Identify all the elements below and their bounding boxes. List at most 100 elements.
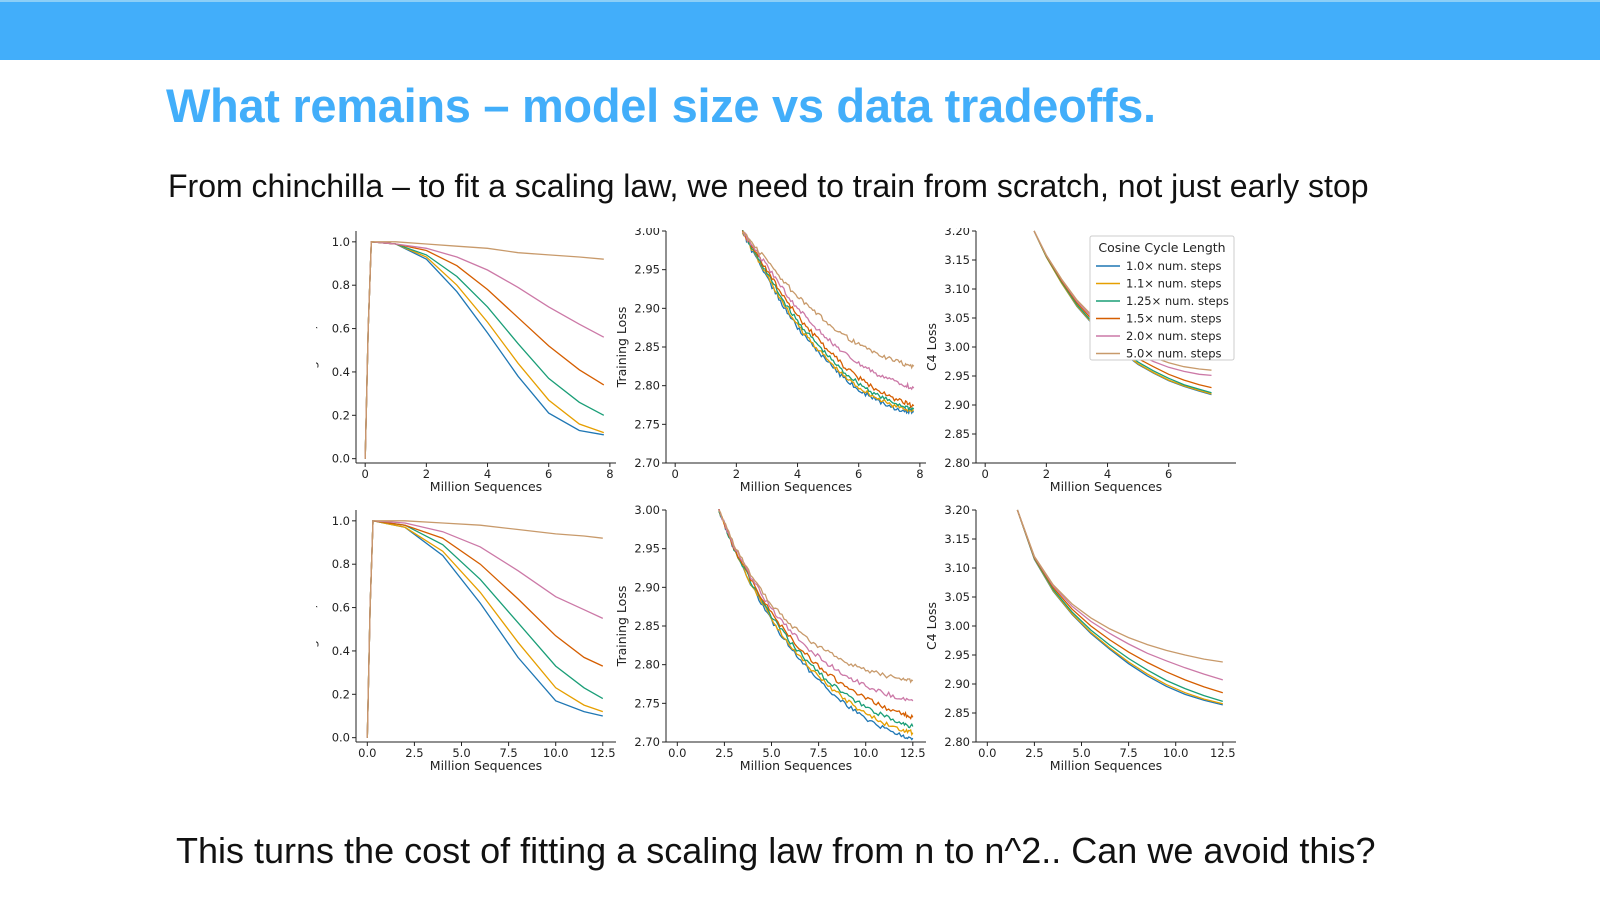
y-axis-label: Training Loss (614, 586, 629, 668)
x-tick-label: 5.0 (1072, 746, 1090, 760)
y-tick-label: 2.70 (634, 735, 660, 749)
slide-footer: This turns the cost of fitting a scaling… (176, 830, 1376, 871)
y-tick-label: 0.0 (332, 452, 350, 466)
legend-box (1089, 235, 1235, 361)
series-line-1 (1016, 509, 1223, 706)
x-tick-label: 0 (362, 467, 369, 481)
y-tick-label: 2.90 (634, 301, 660, 315)
x-axis-label: Million Sequences (740, 479, 852, 494)
series-line-5 (742, 231, 915, 391)
legend-entry: 2.0× num. steps (1126, 329, 1222, 343)
x-tick-label: 7.5 (1119, 746, 1137, 760)
panel-bottom-middle: 0.0 2.5 5.0 7.5 10.0 12.5 2.70 2.75 2.80 2.85 2.90… (614, 503, 926, 773)
series-line-4 (741, 230, 915, 408)
y-tick-label: 2.80 (634, 658, 660, 672)
y-tick-label: 3.05 (944, 590, 970, 604)
series-line-2 (364, 241, 605, 459)
y-tick-label: 0.2 (332, 408, 350, 422)
x-tick-label: 10.0 (1163, 746, 1189, 760)
series-line-1 (718, 509, 914, 741)
y-tick-label: 0.4 (332, 644, 350, 658)
x-axis-label: Million Sequences (430, 479, 542, 494)
x-tick-label: 12.5 (900, 746, 926, 760)
x-tick-label: 6 (1165, 467, 1172, 481)
x-tick-label: 6 (545, 467, 552, 481)
y-tick-label: 2.75 (634, 696, 660, 710)
x-axis-label: Million Sequences (740, 758, 852, 773)
y-tick-label: 1.0 (332, 235, 350, 249)
series-line-6 (364, 241, 604, 459)
y-tick-label: 2.95 (634, 542, 660, 556)
y-tick-label: 0.6 (332, 322, 350, 336)
y-tick-label: 3.00 (634, 503, 660, 517)
y-tick-label: 2.85 (634, 340, 660, 354)
y-tick-label: 0.2 (332, 687, 350, 701)
y-tick-label: 2.95 (634, 263, 660, 277)
series-line-3 (364, 241, 605, 459)
y-tick-label: 2.80 (944, 735, 970, 749)
series-line-2 (741, 231, 915, 413)
legend-entry: 5.0× num. steps (1126, 347, 1222, 361)
y-axis-label: C4 Loss (924, 602, 939, 650)
series-line-6 (741, 230, 915, 370)
y-tick-label: 0.0 (332, 731, 350, 745)
x-tick-label: 7.5 (499, 746, 517, 760)
y-tick-label: 1.0 (332, 514, 350, 528)
x-tick-label: 10.0 (853, 746, 879, 760)
y-tick-label: 2.95 (944, 369, 970, 383)
x-tick-label: 0.0 (668, 746, 686, 760)
x-axis-label: Million Sequences (1050, 758, 1162, 773)
y-tick-label: 0.4 (332, 365, 350, 379)
y-tick-label: 3.15 (944, 253, 970, 267)
x-tick-label: 0.0 (358, 746, 376, 760)
y-tick-label: 3.10 (944, 561, 970, 575)
y-tick-label: 2.95 (944, 648, 970, 662)
series-line-3 (741, 230, 915, 412)
legend-entry: 1.5× num. steps (1126, 312, 1222, 326)
y-axis-label: Learning Rate/Max LR (316, 557, 319, 694)
slide-subtitle: From chinchilla – to fit a scaling law, … (168, 168, 1369, 204)
panel-bottom-right: 0.0 2.5 5.0 7.5 10.0 12.5 2.80 2.85 2.90 2.95 3.00… (924, 503, 1236, 773)
x-tick-label: 4 (1104, 467, 1111, 481)
y-tick-label: 2.90 (944, 398, 970, 412)
x-axis-label: Million Sequences (430, 758, 542, 773)
y-tick-label: 2.90 (944, 677, 970, 691)
x-tick-label: 2 (423, 467, 430, 481)
legend: Cosine Cycle Length 1.0× num. steps 1.1× n… (1089, 235, 1235, 361)
legend-entry: 1.0× num. steps (1126, 259, 1222, 273)
series-line-5 (364, 241, 605, 459)
y-tick-label: 2.80 (944, 456, 970, 470)
series-line-5 (718, 509, 914, 702)
y-tick-label: 3.10 (944, 282, 970, 296)
x-tick-label: 5.0 (452, 746, 470, 760)
series-line-6 (366, 520, 603, 738)
y-axis-label: Learning Rate/Max LR (316, 278, 319, 415)
x-tick-label: 7.5 (809, 746, 827, 760)
x-tick-label: 0 (672, 467, 679, 481)
y-tick-label: 0.8 (332, 557, 350, 571)
x-tick-label: 8 (606, 467, 613, 481)
series-line-2 (718, 510, 914, 737)
series-line-4 (1016, 509, 1223, 694)
y-tick-label: 0.6 (332, 601, 350, 615)
y-tick-label: 2.80 (634, 379, 660, 393)
series-line-2 (1016, 509, 1223, 705)
x-tick-label: 12.5 (1210, 746, 1236, 760)
y-tick-label: 2.90 (634, 580, 660, 594)
panel-top-middle: 0 2 4 6 8 2.70 2.75 2.80 2.85 2.90 2.95 3.00 Million… (614, 228, 926, 494)
panel-bottom-left: 0.0 2.5 5.0 7.5 10.0 12.5 0.0 0.2 0.4 0.6 0.8 1.0 Mi… (316, 510, 616, 773)
x-tick-label: 6 (855, 467, 862, 481)
x-tick-label: 2.5 (405, 746, 423, 760)
x-tick-label: 0 (982, 467, 989, 481)
y-axis-label: Training Loss (614, 307, 629, 389)
series-line-3 (1016, 509, 1223, 703)
y-tick-label: 3.00 (634, 228, 660, 238)
y-tick-label: 3.00 (944, 340, 970, 354)
legend-entry: 1.1× num. steps (1126, 277, 1222, 291)
y-tick-label: 2.85 (634, 619, 660, 633)
series-line-1 (366, 520, 603, 738)
series-line-4 (718, 509, 914, 720)
x-tick-label: 4 (794, 467, 801, 481)
x-tick-label: 10.0 (543, 746, 569, 760)
y-tick-label: 2.85 (944, 427, 970, 441)
